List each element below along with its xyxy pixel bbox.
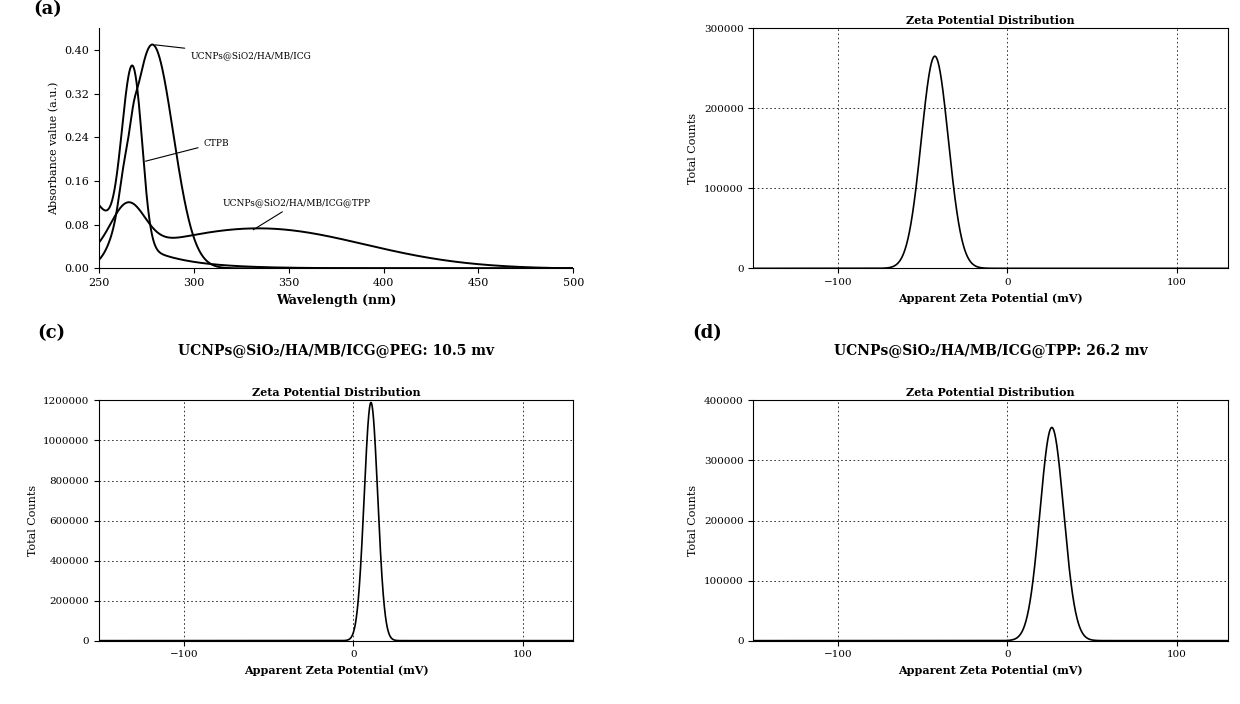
X-axis label: Apparent Zeta Potential (mV): Apparent Zeta Potential (mV) (898, 293, 1083, 303)
Title: Zeta Potential Distribution: Zeta Potential Distribution (906, 15, 1075, 26)
X-axis label: Apparent Zeta Potential (mV): Apparent Zeta Potential (mV) (898, 665, 1083, 676)
X-axis label: Wavelength (nm): Wavelength (nm) (277, 294, 397, 307)
Text: UCNPs@SiO₂/HA/MB/ICG@TPP: 26.2 mv: UCNPs@SiO₂/HA/MB/ICG@TPP: 26.2 mv (833, 344, 1147, 357)
Text: (a): (a) (32, 1, 62, 18)
Text: CTPB: CTPB (145, 139, 229, 161)
Text: UCNPs@SiO2/HA/MB/ICG: UCNPs@SiO2/HA/MB/ICG (155, 45, 311, 60)
Text: (d): (d) (692, 325, 722, 342)
Y-axis label: Total Counts: Total Counts (27, 485, 37, 556)
Y-axis label: Total Counts: Total Counts (688, 485, 698, 556)
Text: (c): (c) (37, 325, 66, 342)
Text: UCNPs@SiO2/HA/MB/ICG@TPP: UCNPs@SiO2/HA/MB/ICG@TPP (222, 199, 371, 230)
X-axis label: Apparent Zeta Potential (mV): Apparent Zeta Potential (mV) (244, 665, 429, 676)
Y-axis label: Total Counts: Total Counts (688, 113, 698, 184)
Y-axis label: Absorbance value (a.u.): Absorbance value (a.u.) (48, 82, 60, 215)
Text: UCNPs@SiO₂/HA/MB/ICG@PEG: 10.5 mv: UCNPs@SiO₂/HA/MB/ICG@PEG: 10.5 mv (179, 344, 495, 357)
Title: Zeta Potential Distribution: Zeta Potential Distribution (252, 387, 420, 398)
Title: Zeta Potential Distribution: Zeta Potential Distribution (906, 387, 1075, 398)
